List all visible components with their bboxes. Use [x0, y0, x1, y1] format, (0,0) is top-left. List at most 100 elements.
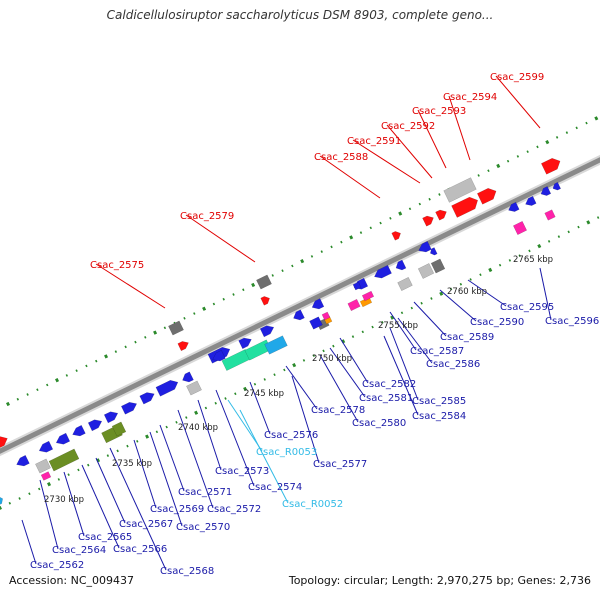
tick-mark	[281, 269, 284, 273]
tick-mark	[361, 330, 364, 334]
tick-mark	[302, 359, 306, 362]
gene-label[interactable]: Csac_2596	[545, 316, 599, 327]
gene-feature	[40, 471, 52, 481]
gene-label[interactable]: Csac_2587	[410, 346, 464, 357]
leader-line	[539, 267, 552, 321]
gene-label[interactable]: Csac_2566	[113, 544, 167, 555]
gene-feature	[476, 188, 497, 205]
gene-feature	[256, 274, 272, 290]
tick-mark	[26, 393, 29, 396]
tick-mark	[418, 202, 422, 206]
gene-feature	[443, 177, 477, 203]
gene-label[interactable]: Csac_2568	[160, 566, 214, 577]
leader-line	[389, 311, 417, 351]
tick-mark	[114, 350, 118, 353]
gene-label[interactable]: Csac_2565	[78, 532, 132, 543]
leader-line	[39, 479, 59, 550]
selected-gene-label[interactable]: Csac_2579	[180, 211, 234, 222]
gene-label[interactable]: Csac_2564	[52, 545, 106, 556]
leader-line	[81, 464, 120, 549]
gene-label[interactable]: Csac_2562	[30, 560, 84, 571]
tick-mark	[104, 354, 109, 359]
gene-label[interactable]: Csac_2571	[178, 487, 232, 498]
leader-line	[329, 347, 366, 398]
gene-feature	[508, 201, 520, 212]
gene-label[interactable]: Csac_2573	[215, 466, 269, 477]
gene-label[interactable]: Csac_2576	[264, 430, 318, 441]
gene-label[interactable]: Csac_2574	[248, 482, 302, 493]
scale-label: 2760 kbp	[447, 287, 487, 297]
gene-label[interactable]: Csac_2589	[440, 332, 494, 343]
selected-gene-label[interactable]: Csac_2592	[381, 121, 435, 132]
scale-label: 2750 kbp	[312, 354, 352, 364]
tick-mark	[36, 388, 39, 392]
gene-feature	[418, 240, 432, 253]
tick-mark	[183, 316, 186, 320]
tick-mark	[283, 368, 286, 372]
genome-backbone	[0, 154, 600, 457]
gene-feature	[544, 209, 556, 221]
tick-mark	[420, 301, 423, 305]
tick-mark	[202, 306, 207, 311]
leader-line	[95, 263, 166, 309]
gene-label[interactable]: Csac_2567	[119, 519, 173, 530]
tick-mark	[16, 397, 20, 401]
leader-line	[21, 519, 37, 565]
gene-feature	[38, 440, 54, 453]
tick-mark	[487, 169, 490, 173]
gene-label[interactable]: Csac_2569	[150, 504, 204, 515]
selected-gene-label[interactable]: Csac_2599	[490, 72, 544, 83]
rna-label[interactable]: Csac_R0052	[282, 499, 343, 510]
selected-gene-label[interactable]: Csac_2594	[443, 92, 497, 103]
gene-label[interactable]: Csac_2590	[470, 317, 524, 328]
rna-label[interactable]: Csac_R0053	[256, 447, 317, 458]
tick-mark	[596, 216, 600, 219]
gene-feature	[435, 209, 447, 221]
tick-mark	[528, 249, 531, 253]
tick-mark	[379, 221, 382, 225]
leader-line	[417, 109, 447, 169]
gene-label[interactable]: Csac_2570	[176, 522, 230, 533]
scale-label: 2755 kbp	[378, 321, 418, 331]
tick-mark	[173, 321, 176, 325]
tick-mark	[153, 330, 158, 335]
selected-gene-label[interactable]: Csac_2575	[90, 260, 144, 271]
gene-label[interactable]: Csac_2577	[313, 459, 367, 470]
selected-gene-label[interactable]: Csac_2593	[412, 106, 466, 117]
tick-mark	[38, 487, 41, 491]
selected-gene-label[interactable]: Csac_2591	[347, 136, 401, 147]
gene-label[interactable]: Csac_2585	[412, 396, 466, 407]
gene-feature	[238, 337, 252, 350]
tick-mark	[5, 401, 11, 407]
tick-mark	[371, 325, 374, 329]
tick-mark	[498, 263, 502, 267]
tick-mark	[144, 336, 147, 339]
gene-label[interactable]: Csac_2584	[412, 411, 466, 422]
gene-feature	[417, 263, 435, 279]
tick-mark	[506, 159, 510, 163]
gene-label[interactable]: Csac_2586	[426, 359, 480, 370]
tick-mark	[47, 482, 52, 487]
selected-gene-label[interactable]: Csac_2588	[314, 152, 368, 163]
gene-features	[0, 158, 562, 505]
tick-mark	[291, 264, 294, 268]
gene-feature	[111, 421, 127, 437]
gene-label[interactable]: Csac_2580	[352, 418, 406, 429]
gene-label[interactable]: Csac_2578	[311, 405, 365, 416]
tick-mark	[496, 163, 501, 169]
tick-mark	[214, 401, 217, 405]
gene-label[interactable]: Csac_2595	[500, 302, 554, 313]
tick-mark	[526, 150, 529, 153]
tick-mark	[134, 340, 137, 344]
leader-line	[352, 139, 421, 184]
tick-mark	[349, 235, 354, 240]
tick-mark	[557, 235, 561, 238]
tick-mark	[410, 306, 414, 310]
scale-labels: 2730 kbp 2735 kbp 2740 kbp 2745 kbp 2750 kbp…	[44, 255, 553, 505]
gene-feature	[540, 186, 552, 196]
gene-label[interactable]: Csac_2582	[362, 379, 416, 390]
gene-feature	[525, 195, 537, 206]
gene-label[interactable]: Csac_2572	[207, 504, 261, 515]
gene-label[interactable]: Csac_2581	[359, 393, 413, 404]
